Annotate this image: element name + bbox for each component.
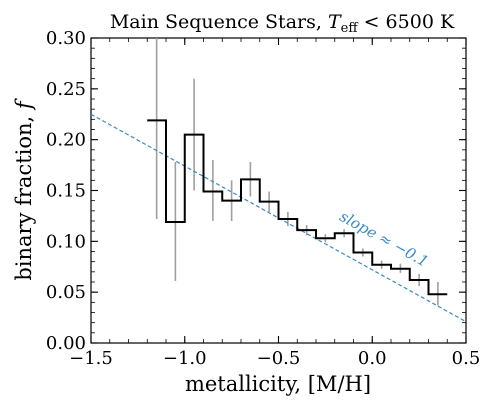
step-histogram [147,119,448,296]
x-tick-label-3: 0.0 [358,348,387,369]
chart-title-suffix: < 6500 K [358,11,455,33]
chart-title-var: T [328,11,342,33]
plot-frame [90,37,467,344]
x-tick-label-0: −1.5 [69,348,113,369]
y-tick-label-2: 0.10 [46,231,86,252]
y-axis-label-var: f [12,98,36,111]
y-axis-label-prefix: binary fraction, [12,109,36,281]
chart-title-sub: eff [341,21,360,36]
x-axis-label: metallicity, [M/H] [185,372,371,396]
x-tick-label-2: −0.5 [257,348,301,369]
y-tick-label-4: 0.20 [46,130,86,151]
chart-title-prefix: Main Sequence Stars, [110,11,328,33]
axes-layer: −1.5 −1.0 −0.5 0.0 0.5 0.00 0.05 0.10 0.15 0.20 0.… [46,28,480,369]
y-tick-label-6: 0.30 [46,28,86,49]
y-tick-label-1: 0.05 [46,282,86,303]
y-tick-label-0: 0.00 [46,333,86,354]
chart-title: Main Sequence Stars, Teff < 6500 K [110,11,455,36]
marks-layer: slope ≈ −0.1 [90,38,467,323]
x-tick-label-1: −1.0 [163,348,207,369]
y-tick-label-3: 0.15 [46,181,86,202]
x-tick-label-4: 0.5 [452,348,481,369]
trend-label: slope ≈ −0.1 [337,207,432,270]
y-tick-label-5: 0.25 [46,79,86,100]
y-axis-label: binary fraction, f [12,98,36,281]
